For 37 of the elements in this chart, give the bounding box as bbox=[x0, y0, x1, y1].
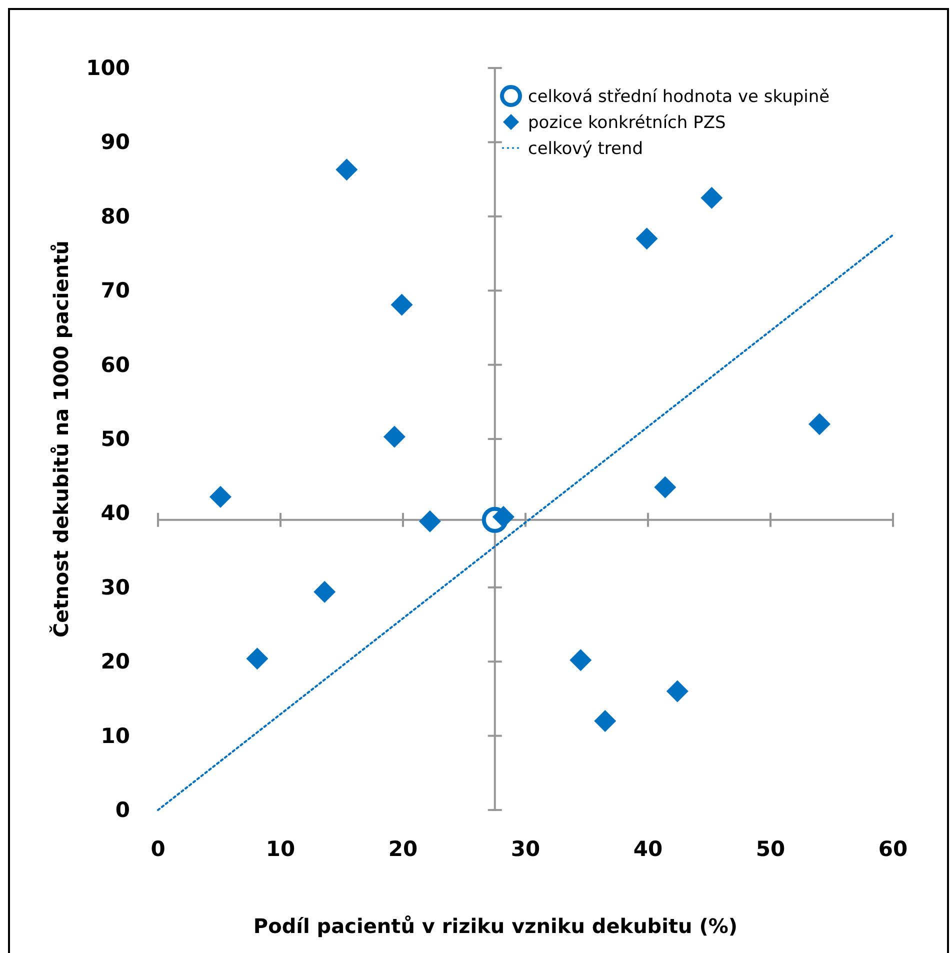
point bbox=[390, 294, 413, 316]
x-tick-label: 60 bbox=[878, 837, 908, 861]
x-axis-title: Podíl pacientů v riziku vzniku dekubitu (%) bbox=[253, 914, 738, 938]
point bbox=[570, 649, 592, 672]
y-tick-label: 70 bbox=[100, 278, 130, 303]
y-tick-label: 80 bbox=[100, 204, 130, 228]
point bbox=[594, 710, 616, 732]
point bbox=[700, 186, 723, 209]
legend-label: celková střední hodnota ve skupině bbox=[528, 87, 830, 107]
legend-label: pozice konkrétních PZS bbox=[528, 113, 726, 133]
point bbox=[209, 486, 232, 508]
y-tick-label: 60 bbox=[100, 352, 130, 377]
point bbox=[808, 413, 830, 436]
legend-label: celkový trend bbox=[528, 139, 643, 159]
y-tick-label: 10 bbox=[100, 724, 130, 748]
x-tick-label: 0 bbox=[150, 837, 166, 861]
y-tick-label: 30 bbox=[100, 575, 130, 600]
point bbox=[666, 680, 688, 702]
x-tick-label: 40 bbox=[633, 837, 663, 861]
point bbox=[314, 580, 336, 603]
y-tick-label: 40 bbox=[100, 501, 130, 526]
point bbox=[383, 426, 406, 448]
point bbox=[336, 158, 358, 181]
x-tick-label: 30 bbox=[510, 837, 540, 861]
y-tick-label: 20 bbox=[100, 650, 130, 674]
y-axis-title: Četnost dekubitů na 1000 pacientů bbox=[49, 240, 73, 638]
x-tick-label: 20 bbox=[388, 837, 418, 861]
x-tick-label: 10 bbox=[266, 837, 296, 861]
y-tick-label: 90 bbox=[100, 130, 130, 154]
point bbox=[654, 476, 676, 498]
point bbox=[246, 648, 268, 670]
y-tick-label: 50 bbox=[100, 427, 130, 451]
point bbox=[636, 228, 658, 250]
y-tick-label: 0 bbox=[115, 798, 130, 822]
x-tick-label: 50 bbox=[756, 837, 786, 861]
point bbox=[418, 510, 441, 532]
y-tick-label: 100 bbox=[86, 56, 130, 80]
